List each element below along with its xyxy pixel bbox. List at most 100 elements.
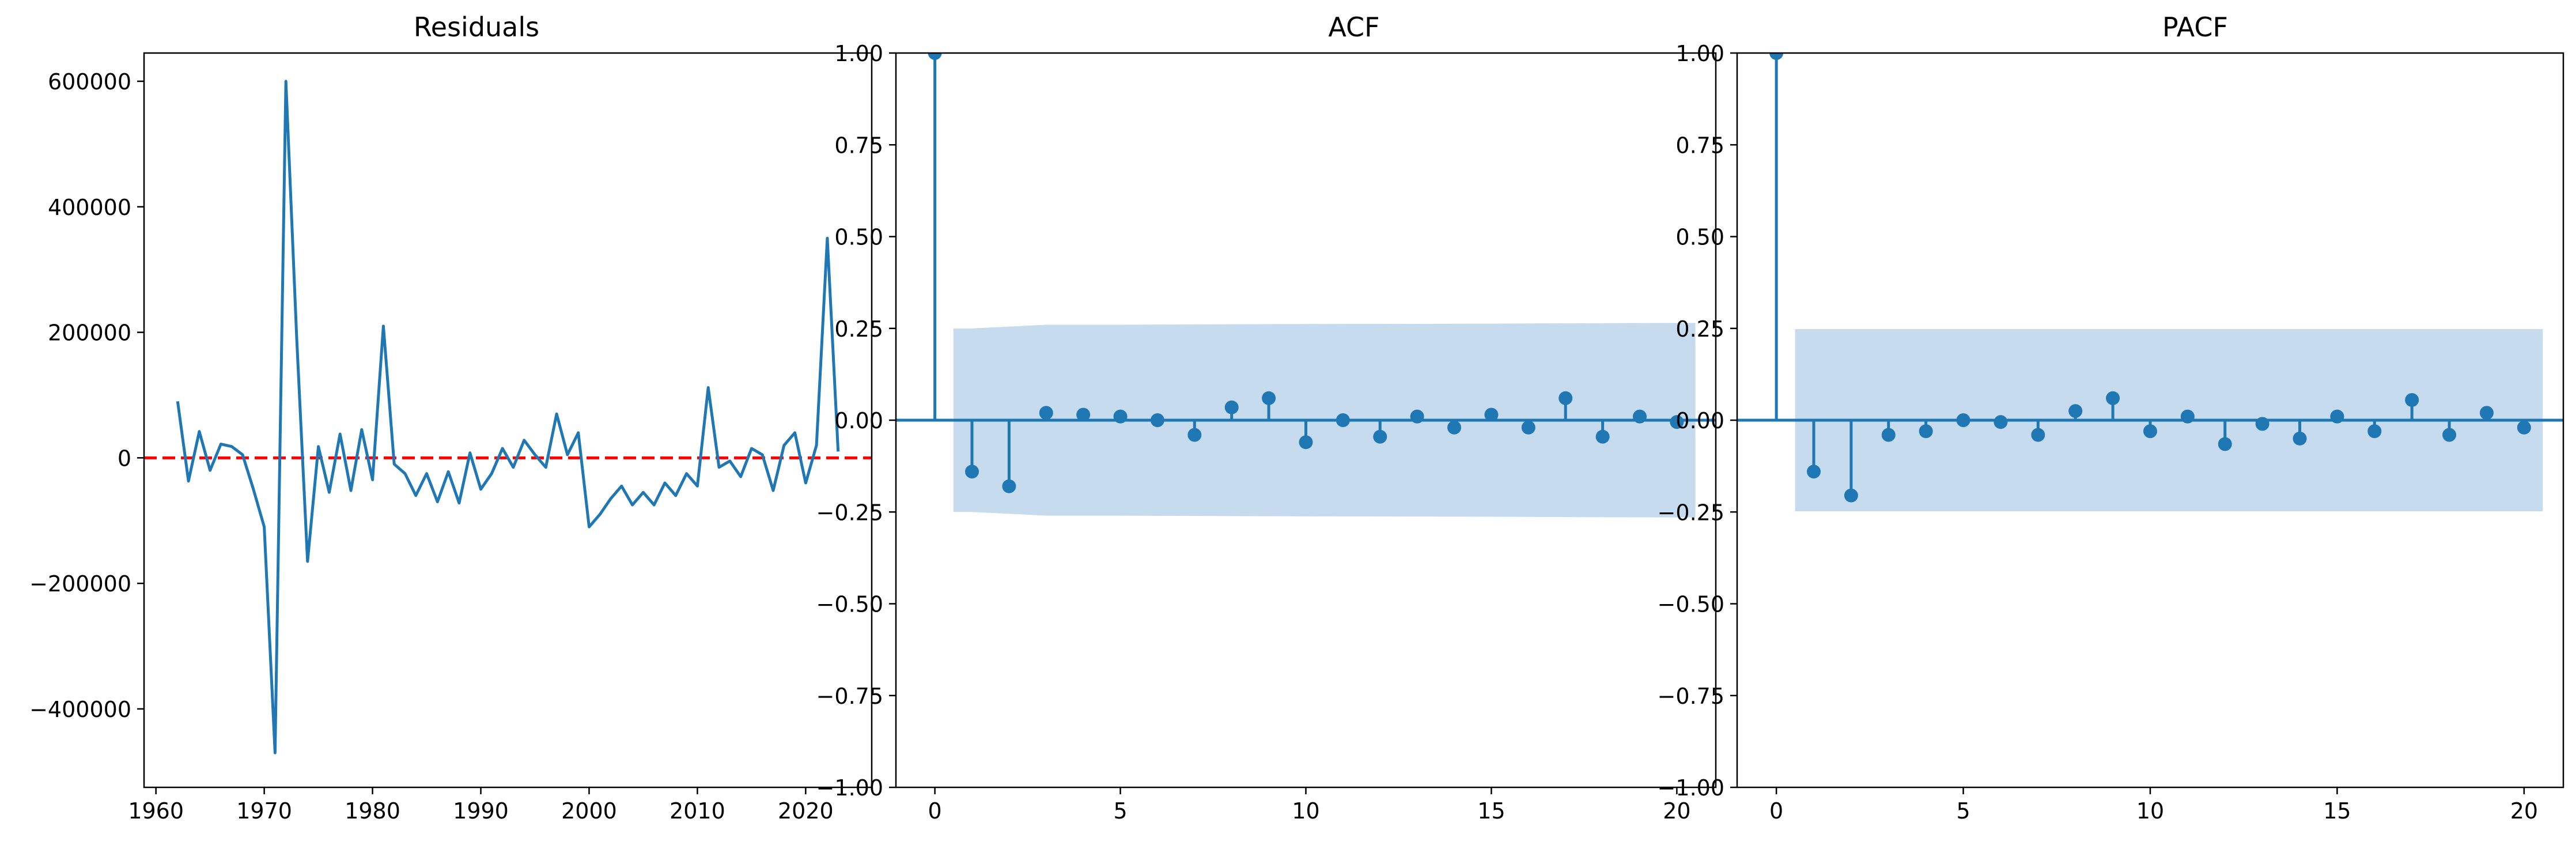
pacf-panel: PACF 0 5 10 15 20−1.00−0.75−0.50−0.250.000.2… (1658, 12, 2564, 824)
pacf-point-5 (1956, 413, 1970, 427)
pacf-point-3 (1881, 428, 1896, 442)
pacf-point-0 (1769, 53, 1784, 60)
pacf-point-8 (2068, 404, 2083, 418)
pacf-point-7 (2031, 428, 2045, 442)
acf-point-12 (1373, 429, 1387, 444)
acf-point-16 (1521, 420, 1535, 435)
pacf-ytick-label: −0.75 (1658, 684, 1724, 709)
acf-ytick-label: −0.75 (816, 684, 883, 709)
pacf-ytick-label: 0.25 (1675, 316, 1724, 342)
pacf-marks (1737, 53, 2563, 511)
pacf-point-13 (2255, 417, 2269, 431)
residuals-ytick-label: 400000 (48, 195, 131, 220)
pacf-xtick-label: 5 (1956, 798, 1970, 824)
acf-point-10 (1299, 435, 1313, 450)
residuals-plot-area (143, 52, 873, 789)
acf-ytick-label: −1.00 (816, 775, 883, 801)
pacf-point-18 (2442, 428, 2457, 442)
residuals-panel: Residuals 1960 1970 1980 1990 2000 2010 2020 −4… (29, 12, 873, 824)
pacf-point-19 (2479, 406, 2494, 420)
acf-point-8 (1224, 400, 1239, 414)
pacf-title: PACF (2162, 12, 2228, 43)
pacf-point-2 (1844, 488, 1858, 503)
acf-xtick-label: 20 (1663, 798, 1690, 824)
acf-ytick-label: 0.25 (834, 316, 883, 342)
residuals-ticks: 1960 1970 1980 1990 2000 2010 2020 −400000 −2000… (29, 69, 834, 824)
acf-ytick-label: 0.75 (834, 133, 883, 158)
residuals-xtick-label: 1960 (128, 798, 184, 824)
residuals-axes-frame (143, 52, 873, 789)
acf-ytick-label: −0.50 (816, 592, 883, 617)
pacf-point-9 (2106, 391, 2120, 405)
pacf-xtick-label: 10 (2136, 798, 2164, 824)
acf-ytick-label: 0.00 (834, 408, 883, 433)
acf-marks (896, 53, 1716, 518)
acf-point-4 (1076, 408, 1091, 422)
residuals-xtick-label: 1990 (453, 798, 509, 824)
residuals-line (176, 80, 840, 755)
acf-xtick-label: 10 (1292, 798, 1319, 824)
acf-point-13 (1410, 409, 1424, 424)
acf-panel: ACF 0 5 10 15 20 −1.00 −0.75 −0.50 −0.25 0.00 0.25… (816, 12, 1717, 824)
pacf-xtick-label: 0 (1769, 798, 1783, 824)
pacf-point-17 (2405, 393, 2419, 407)
acf-point-0 (928, 53, 942, 60)
pacf-point-14 (2293, 431, 2307, 446)
residuals-ytick-label: 0 (118, 446, 131, 471)
pacf-point-6 (1994, 415, 2008, 429)
acf-point-18 (1595, 429, 1610, 444)
acf-point-2 (1002, 479, 1016, 493)
acf-point-5 (1113, 409, 1128, 424)
acf-ytick-label: 0.50 (834, 225, 883, 250)
pacf-ytick-label: 0.50 (1675, 225, 1724, 250)
acf-xtick-label: 0 (928, 798, 942, 824)
pacf-ytick-label: −1.00 (1658, 775, 1724, 801)
acf-point-17 (1559, 391, 1573, 405)
pacf-point-12 (2218, 437, 2232, 451)
pacf-point-15 (2330, 409, 2344, 424)
residuals-xtick-label: 2010 (669, 798, 725, 824)
pacf-ticks: 0 5 10 15 20−1.00−0.75−0.50−0.250.000.250.50… (1658, 41, 2539, 824)
acf-point-15 (1484, 408, 1499, 422)
pacf-point-4 (1919, 424, 1933, 439)
residuals-xtick-label: 2000 (561, 798, 617, 824)
acf-point-20 (1670, 415, 1684, 429)
pacf-point-16 (2367, 424, 2382, 439)
acf-point-7 (1187, 428, 1202, 442)
acf-point-9 (1262, 391, 1276, 405)
pacf-ytick-label: 0.00 (1675, 408, 1724, 433)
acf-point-6 (1150, 413, 1164, 427)
pacf-point-1 (1807, 465, 1821, 479)
residuals-ytick-label: 200000 (48, 320, 131, 346)
pacf-point-11 (2180, 409, 2195, 424)
residuals-ytick-label: 600000 (48, 69, 131, 95)
residuals-xtick-label: 1970 (236, 798, 292, 824)
acf-ytick-label: 1.00 (834, 41, 883, 66)
pacf-ytick-label: −0.25 (1658, 500, 1724, 525)
pacf-ytick-label: −0.50 (1658, 592, 1724, 617)
acf-title: ACF (1328, 12, 1379, 43)
pacf-point-10 (2143, 424, 2157, 439)
pacf-xtick-label: 20 (2510, 798, 2538, 824)
pacf-ytick-label: 1.00 (1675, 41, 1724, 66)
acf-point-14 (1447, 420, 1462, 435)
acf-xtick-label: 5 (1113, 798, 1127, 824)
residuals-title: Residuals (414, 12, 539, 43)
pacf-point-20 (2517, 420, 2531, 435)
residuals-xtick-label: 1980 (345, 798, 400, 824)
acf-point-11 (1336, 413, 1350, 427)
acf-plot-area (895, 52, 1717, 789)
pacf-xtick-label: 15 (2323, 798, 2351, 824)
acf-point-1 (964, 465, 979, 479)
acf-xtick-label: 15 (1477, 798, 1505, 824)
pacf-ytick-label: 0.75 (1675, 133, 1724, 158)
acf-point-19 (1633, 409, 1647, 424)
residuals-marks (144, 80, 872, 755)
acf-point-3 (1039, 406, 1053, 420)
residuals-ytick-label: −200000 (29, 571, 131, 597)
pacf-plot-area (1736, 52, 2564, 789)
residuals-ytick-label: −400000 (29, 697, 131, 722)
residuals-xtick-label: 2020 (778, 798, 834, 824)
acf-ticks: 0 5 10 15 20 −1.00 −0.75 −0.50 −0.25 0.00 0.25 0.50… (816, 41, 1691, 824)
